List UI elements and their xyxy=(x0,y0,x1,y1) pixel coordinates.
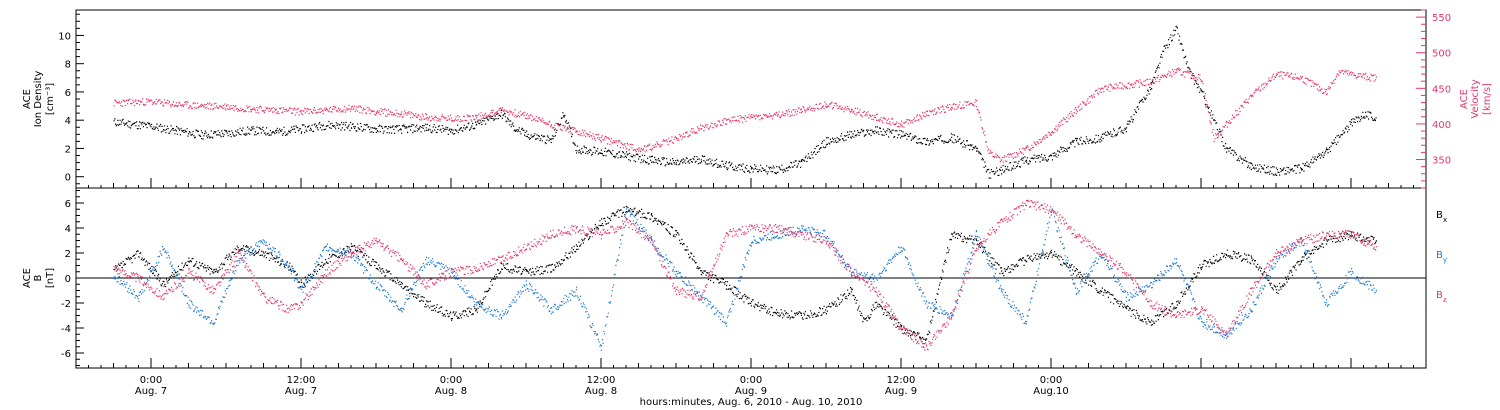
date-tick-label: Aug. 9 xyxy=(885,386,917,397)
field-series xyxy=(113,199,1377,351)
density-tick-label: 8 xyxy=(65,60,71,71)
date-tick-label: Aug. 9 xyxy=(735,386,767,397)
legend-bx-subscript: x xyxy=(1443,216,1447,224)
velocity-dots xyxy=(113,67,1377,163)
field-tick-label: -4 xyxy=(61,324,71,335)
plasma-panel-frame xyxy=(75,9,1427,189)
field-axis-ticks: -6 -4 -2 0 2 4 6 xyxy=(61,190,84,366)
field-tick-label: 4 xyxy=(65,224,71,235)
field-tick-label: 6 xyxy=(65,199,71,210)
time-tick-label: 0:00 xyxy=(1040,375,1062,386)
velocity-tick-label: 550 xyxy=(1432,13,1451,24)
density-tick-label: 4 xyxy=(65,116,71,127)
date-tick-label: Aug. 8 xyxy=(585,386,617,397)
field-tick-label: 0 xyxy=(65,274,71,285)
date-tick-label: Aug. 7 xyxy=(285,386,317,397)
legend-by: B xyxy=(1436,250,1443,261)
velocity-label-line-1: ACE xyxy=(1459,89,1470,109)
legend-by-subscript: y xyxy=(1443,256,1447,264)
velocity-tick-label: 350 xyxy=(1432,156,1451,167)
date-tick-label: Aug. 7 xyxy=(135,386,167,397)
time-tick-label: 0:00 xyxy=(140,375,162,386)
time-tick-label: 0:00 xyxy=(740,375,762,386)
density-dots xyxy=(113,25,1377,179)
plasma-series xyxy=(113,25,1377,179)
density-tick-label: 2 xyxy=(65,144,71,155)
date-tick-label: Aug. 8 xyxy=(435,386,467,397)
legend-bx: B xyxy=(1436,210,1443,221)
field-axis-label: ACE B [nT] xyxy=(22,268,56,288)
legend-bz-subscript: z xyxy=(1443,296,1447,304)
density-axis-ticks: 0 2 4 6 8 10 xyxy=(58,13,84,185)
density-tick-label: 10 xyxy=(58,31,71,42)
field-label-line-2: B xyxy=(33,274,44,281)
legend-bz: B xyxy=(1436,290,1443,301)
date-tick-label: Aug.10 xyxy=(1033,386,1068,397)
velocity-axis-label: ACE Velocity [km/s] xyxy=(1459,79,1493,118)
velocity-axis-ticks: 350 400 450 500 550 xyxy=(1416,9,1451,189)
time-tick-label: 0:00 xyxy=(440,375,462,386)
velocity-tick-label: 450 xyxy=(1432,84,1451,95)
velocity-label-line-3: [km/s] xyxy=(1482,83,1493,115)
density-label-line-2: Ion Density xyxy=(33,71,44,128)
velocity-tick-label: 400 xyxy=(1432,120,1451,131)
density-tick-label: 6 xyxy=(65,88,71,99)
time-axis-label: hours:minutes, Aug. 6, 2010 - Aug. 10, 2… xyxy=(640,397,863,408)
density-tick-label: 0 xyxy=(65,173,71,184)
by-dots xyxy=(113,206,1377,351)
time-tick-label: 12:00 xyxy=(887,375,916,386)
velocity-tick-label: 500 xyxy=(1432,49,1451,60)
field-tick-label: -6 xyxy=(61,349,71,360)
field-tick-label: 2 xyxy=(65,249,71,260)
density-axis-label: ACE Ion Density [cm⁻³] xyxy=(22,71,56,128)
field-label-line-1: ACE xyxy=(22,268,33,288)
bz-dots xyxy=(113,199,1377,351)
time-tick-label: 12:00 xyxy=(587,375,616,386)
bx-dots xyxy=(113,205,1377,345)
field-tick-label: -2 xyxy=(61,299,71,310)
time-tick-label: 12:00 xyxy=(287,375,316,386)
velocity-label-line-2: Velocity xyxy=(1470,79,1481,118)
field-label-line-3: [nT] xyxy=(45,268,56,288)
density-label-line-3: [cm⁻³] xyxy=(45,83,56,115)
density-label-line-1: ACE xyxy=(22,89,33,109)
